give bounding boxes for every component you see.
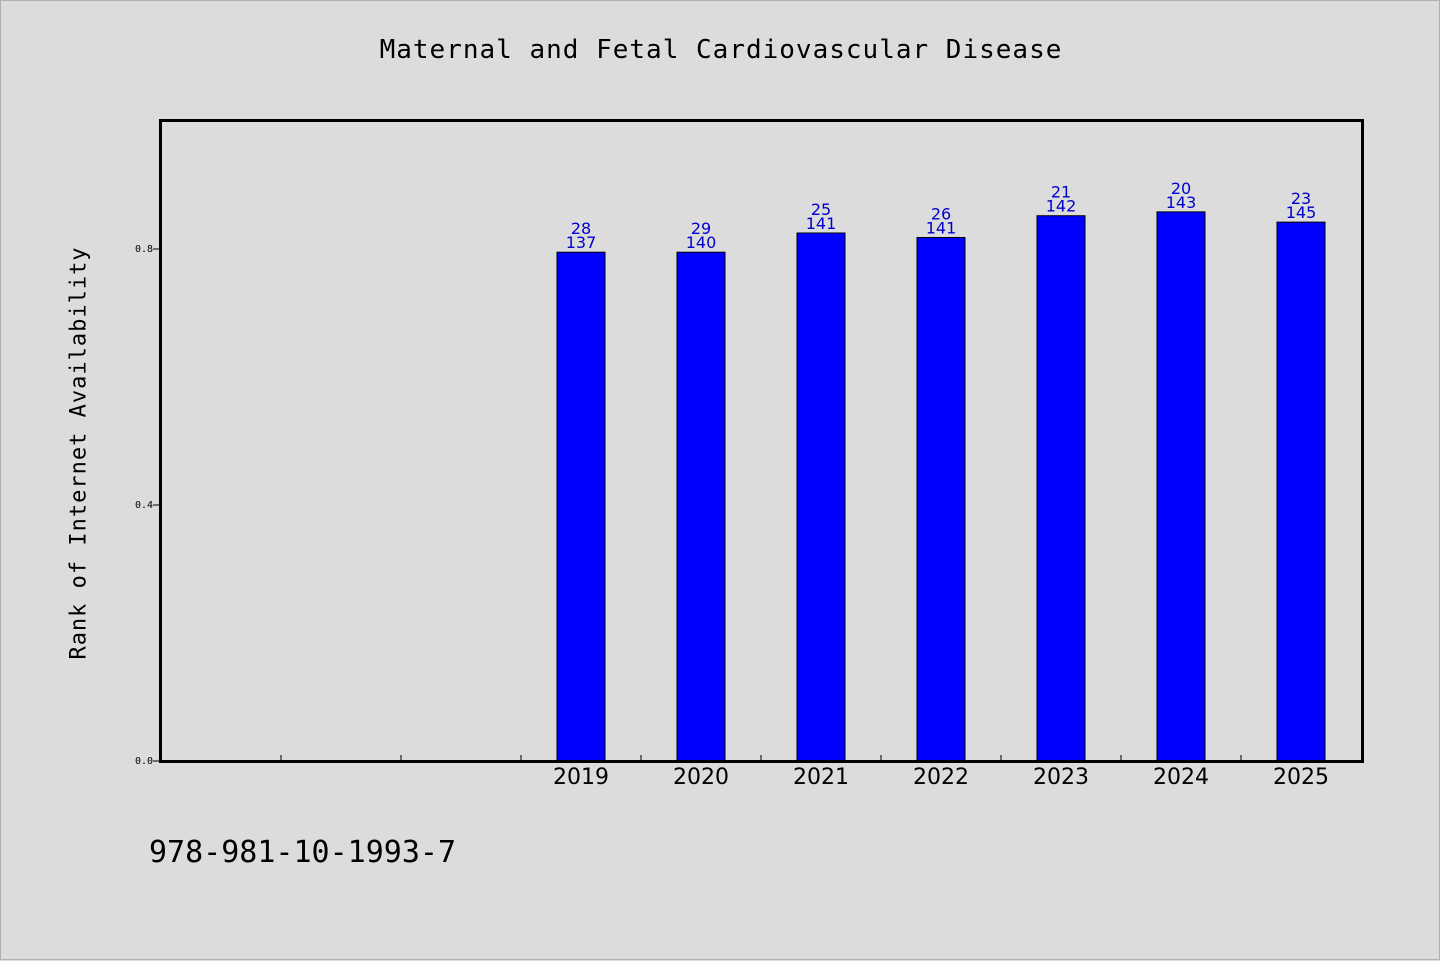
bar-label-bottom: 140 xyxy=(686,233,717,252)
bar-2020 xyxy=(676,251,726,762)
bar-label-top: 20 xyxy=(1171,179,1191,198)
bar-label-top: 26 xyxy=(931,204,951,223)
y-tick-label: 0.8 xyxy=(135,244,153,255)
plot-border xyxy=(159,119,1364,763)
bars-layer xyxy=(556,211,1326,762)
footer-code: 978-981-10-1993-7 xyxy=(149,835,457,870)
bar-2023 xyxy=(1036,215,1086,762)
bar-label-bottom: 137 xyxy=(566,233,597,252)
y-tick-label: 0.0 xyxy=(135,756,153,767)
bar-label-bottom: 142 xyxy=(1046,197,1077,216)
x-tick-label: 2022 xyxy=(913,765,969,790)
x-tick-label: 2020 xyxy=(673,765,729,790)
bar-label-top: 21 xyxy=(1051,183,1071,202)
bar-2024 xyxy=(1156,211,1206,762)
x-tick-label: 2024 xyxy=(1153,765,1209,790)
bar-2021 xyxy=(796,232,846,762)
y-tick-label: 0.4 xyxy=(135,500,153,511)
chart-title: Maternal and Fetal Cardiovascular Diseas… xyxy=(379,35,1063,65)
x-tick-label: 2021 xyxy=(793,765,849,790)
bar-2025 xyxy=(1276,221,1326,762)
bar-label-bottom: 141 xyxy=(806,214,837,233)
bar-label-top: 29 xyxy=(691,219,711,238)
bar-2022 xyxy=(916,236,966,762)
x-tick-label: 2025 xyxy=(1273,765,1329,790)
bar-label-top: 25 xyxy=(811,200,831,219)
x-tick-label: 2019 xyxy=(553,765,609,790)
x-tick-label: 2023 xyxy=(1033,765,1089,790)
bar-label-bottom: 145 xyxy=(1286,203,1317,222)
bar-label-bottom: 143 xyxy=(1166,193,1197,212)
labels-layer: 0.00.40.8 1372820191402920201412520211412… xyxy=(135,179,1329,790)
bar-label-top: 28 xyxy=(571,219,591,238)
bar-2019 xyxy=(556,251,606,762)
bar-label-top: 23 xyxy=(1291,189,1311,208)
bar-label-bottom: 141 xyxy=(926,218,957,237)
